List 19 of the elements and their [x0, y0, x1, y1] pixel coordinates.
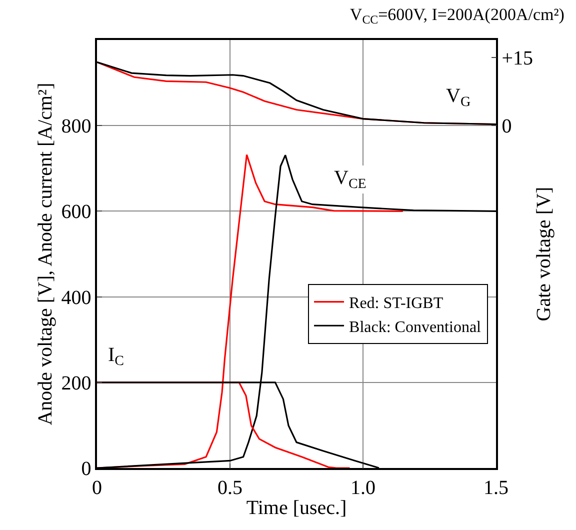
y-tick-label: 200	[61, 372, 92, 394]
y-tick-label: 600	[61, 201, 92, 224]
x-tick-label: 1.0	[350, 476, 376, 499]
annotation: V$_{G}$	[446, 85, 471, 110]
legend-label: Red: ST-IGBT	[349, 295, 444, 312]
annotation: I$_{C}$	[108, 344, 124, 370]
y-tick-label: 0	[81, 458, 92, 480]
annotation: V$_{CE}$	[334, 167, 366, 192]
chart-title: V$_{CC}$=600V, I=200A(200A/cm²)	[350, 4, 564, 26]
x-tick-label: 1.5	[484, 476, 508, 499]
y2-tick-label: 0	[502, 116, 512, 138]
x-axis-title: Time [usec.]	[246, 496, 347, 519]
y-tick-label: 400	[61, 286, 92, 309]
x-tick-label: 0.5	[218, 476, 242, 499]
y2-tick-label: +15	[502, 48, 534, 70]
y2-axis-title: Gate voltage [V]	[533, 186, 556, 322]
legend-label: Black: Conventional	[349, 318, 482, 336]
y-axis-title: Anode voltage [V], Anode current [A/cm²]	[34, 82, 56, 426]
y-tick-label: 800	[61, 116, 92, 138]
